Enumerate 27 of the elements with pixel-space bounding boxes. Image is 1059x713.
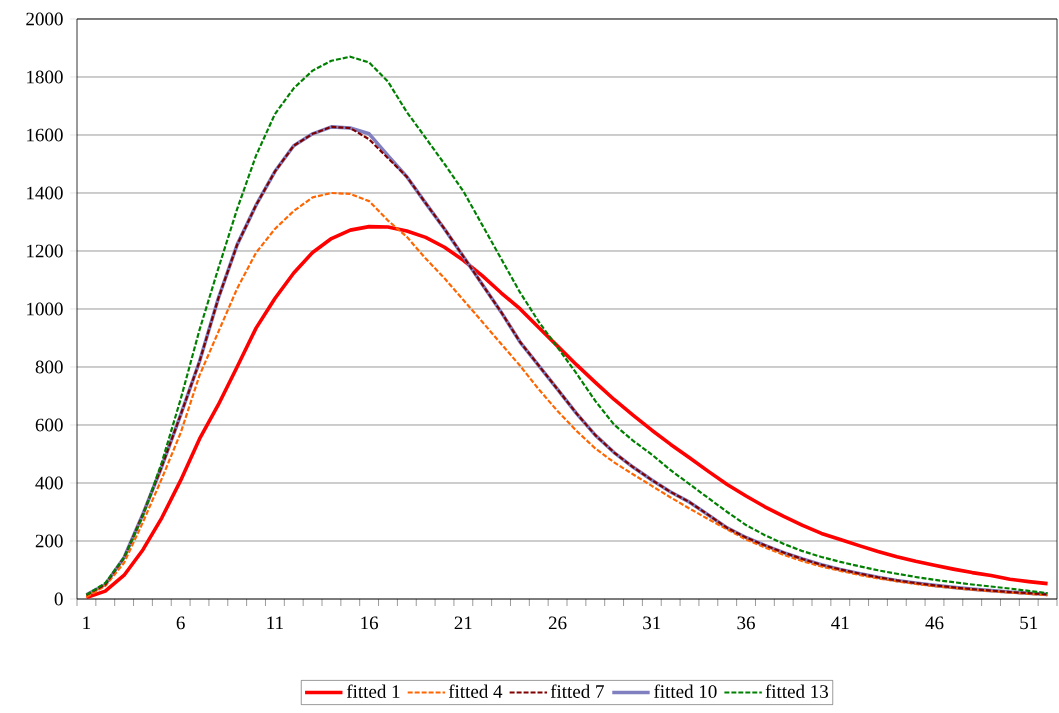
y-tick-label: 1800 xyxy=(27,70,63,84)
x-tick-label: 16 xyxy=(361,616,379,630)
legend-label: fitted 4 xyxy=(448,684,503,698)
legend-label: fitted 10 xyxy=(654,684,717,698)
legend-label: fitted 7 xyxy=(550,684,604,698)
y-tick-label: 200 xyxy=(35,534,63,548)
legend-label: fitted 13 xyxy=(765,684,829,698)
x-tick-label: 21 xyxy=(454,616,472,630)
x-tick-label: 26 xyxy=(548,616,567,630)
y-tick-label: 1000 xyxy=(27,302,63,316)
y-tick-label: 1400 xyxy=(27,186,63,200)
y-tick-label: 800 xyxy=(35,360,63,374)
x-tick-label: 41 xyxy=(831,616,849,630)
y-tick-label: 1600 xyxy=(27,128,63,142)
y-tick-label: 1200 xyxy=(27,244,63,258)
y-tick-label: 0 xyxy=(54,592,63,606)
legend-label: fitted 1 xyxy=(346,684,400,698)
y-tick-label: 400 xyxy=(35,476,63,490)
x-tick-label: 51 xyxy=(1020,616,1038,630)
x-tick-label: 46 xyxy=(925,616,944,630)
y-tick-label: 2000 xyxy=(26,12,63,26)
x-tick-label: 36 xyxy=(737,616,755,630)
x-tick-label: 31 xyxy=(643,616,661,630)
y-tick-label: 600 xyxy=(35,418,63,432)
x-tick-label: 6 xyxy=(176,616,185,630)
x-tick-label: 11 xyxy=(267,616,283,630)
x-tick-label: 1 xyxy=(83,616,91,630)
